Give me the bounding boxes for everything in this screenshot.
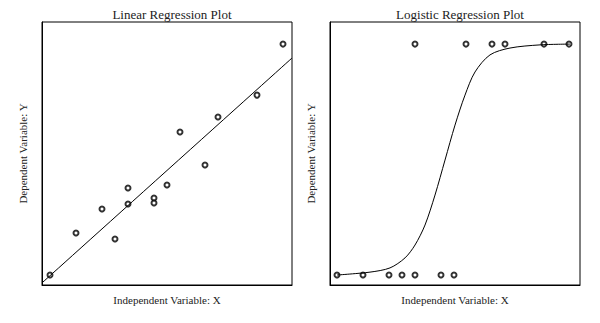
svg-text:Linear Regression Plot: Linear Regression Plot: [112, 7, 232, 22]
svg-text:Dependent Variable: Y: Dependent Variable: Y: [305, 103, 317, 203]
svg-text:Independent Variable: X: Independent Variable: X: [401, 294, 508, 306]
svg-text:Dependent Variable: Y: Dependent Variable: Y: [17, 103, 29, 203]
svg-text:Independent Variable: X: Independent Variable: X: [113, 294, 220, 306]
svg-text:Logistic Regression Plot: Logistic Regression Plot: [396, 7, 524, 22]
